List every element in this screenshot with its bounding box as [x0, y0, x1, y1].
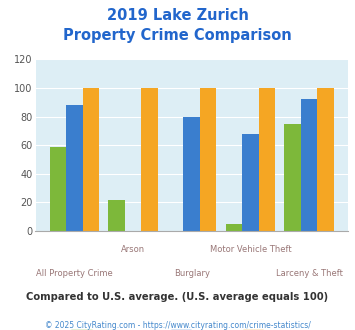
Bar [83, 88, 99, 231]
Bar [317, 88, 334, 231]
Text: Burglary: Burglary [174, 269, 210, 278]
Bar [108, 200, 125, 231]
Text: All Property Crime: All Property Crime [36, 269, 113, 278]
Bar [66, 105, 83, 231]
Bar [200, 88, 216, 231]
Bar [242, 134, 258, 231]
Bar [141, 88, 158, 231]
Text: © 2025 CityRating.com - https://www.cityrating.com/crime-statistics/: © 2025 CityRating.com - https://www.city… [45, 321, 310, 330]
Bar [226, 224, 242, 231]
Text: Property Crime Comparison: Property Crime Comparison [63, 28, 292, 43]
Text: Compared to U.S. average. (U.S. average equals 100): Compared to U.S. average. (U.S. average … [26, 292, 329, 302]
Text: 2019 Lake Zurich: 2019 Lake Zurich [106, 8, 248, 23]
Legend: Lake Zurich, Illinois, National: Lake Zurich, Illinois, National [67, 325, 317, 330]
Bar [184, 116, 200, 231]
Text: Arson: Arson [121, 245, 145, 254]
Bar [258, 88, 275, 231]
Bar [284, 124, 301, 231]
Text: Motor Vehicle Theft: Motor Vehicle Theft [209, 245, 291, 254]
Text: Larceny & Theft: Larceny & Theft [275, 269, 343, 278]
Bar [50, 147, 66, 231]
Bar [301, 99, 317, 231]
